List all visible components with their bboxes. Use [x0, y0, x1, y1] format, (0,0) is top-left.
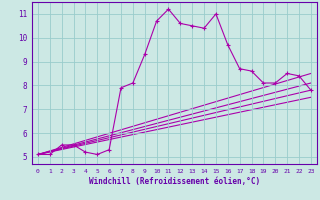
X-axis label: Windchill (Refroidissement éolien,°C): Windchill (Refroidissement éolien,°C) — [89, 177, 260, 186]
